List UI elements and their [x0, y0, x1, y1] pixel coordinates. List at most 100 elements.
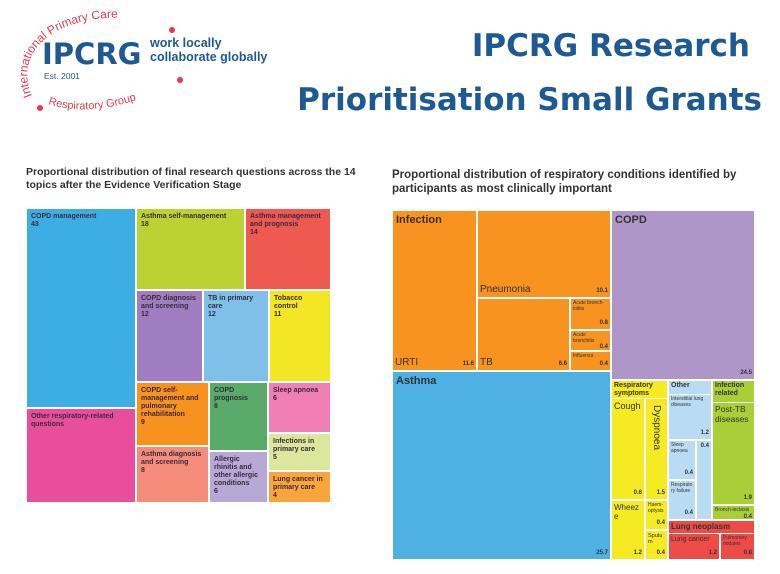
treemap-cell: Haem-optysis 0.4: [645, 500, 668, 530]
cell-label: Bronch-iectasis: [715, 507, 750, 513]
treemap-cell: Lung cancer 1.2: [668, 533, 720, 560]
treemap-cell: Bronch-iectasis 0.4: [712, 505, 755, 520]
treemap-cell: Sleep apnoea 6: [268, 382, 331, 433]
treemap-cell: Sputum 0.4: [645, 530, 668, 560]
cell-value: 1.2: [708, 550, 717, 556]
treemap-cell: COPD management 43: [26, 208, 136, 408]
cell-label: Haem-optysis: [648, 502, 664, 514]
cell-label: Acute bronchitis: [573, 332, 595, 344]
treemap-cell: Pneumonia 10.1: [477, 210, 611, 298]
treemap-cell: Acute bronchitis 0.4: [570, 330, 611, 351]
cell-label: Allergic rhinitis and other allergic con…: [214, 456, 258, 495]
cell-value: 0.4: [684, 510, 693, 516]
cell-label: TB: [480, 357, 493, 368]
cell-label: Lung cancer in primary care 4: [273, 476, 323, 499]
cell-label: Acute bronch-iolitis: [573, 300, 605, 312]
treemap-cell: Dyspnoea 1.5: [645, 398, 668, 500]
cell-label: Respiratory failure: [671, 482, 693, 494]
page-title-line-1: IPCRG Research: [471, 28, 750, 64]
treemap-cell: 0.4: [696, 440, 712, 520]
logo-dot: [37, 105, 43, 111]
treemap-cell: 24.5: [611, 210, 755, 380]
cell-label: COPD self-management and pulmonary rehab…: [141, 387, 199, 426]
cell-label: Pneumonia: [480, 284, 531, 295]
group-label: Asthma: [396, 375, 437, 387]
cell-label: Asthma management and prognosis 14: [250, 213, 321, 236]
treemap-cell: Wheeze 1.2: [611, 500, 645, 560]
group-label: Lung neoplasm: [671, 522, 731, 531]
treemap-cell: TB in primary care 12: [203, 290, 269, 382]
treemap-cell: Interstitial lung diseases 1.2: [668, 394, 712, 440]
cell-value: 1.2: [700, 430, 709, 436]
cell-value: 0.8: [743, 550, 752, 556]
cell-value: 25.7: [596, 550, 608, 556]
cell-label: Other respiratory-related questions: [31, 413, 114, 428]
treemap-cell: 25.7: [392, 371, 611, 560]
cell-label: Tobacco control 11: [274, 295, 303, 318]
cell-value: 6.6: [558, 361, 567, 367]
treemap-cell: Tobacco control 11: [269, 290, 331, 382]
group-label: Other: [671, 382, 690, 389]
cell-label: URTI: [395, 357, 419, 368]
treemap-cell: Sleep apnoea 0.4: [668, 440, 696, 480]
cell-label: COPD management 43: [31, 213, 97, 228]
cell-value: 0.4: [656, 550, 665, 556]
cell-label: Infections in primary care 5: [273, 438, 316, 461]
cell-label: Sputum: [648, 533, 663, 545]
treemap-cell: Acute bronch-iolitis 0.8: [570, 298, 611, 330]
treemap-cell: COPD self-management and pulmonary rehab…: [136, 382, 209, 446]
cell-label: Dyspnoea: [651, 405, 662, 451]
cell-value: 1.2: [633, 550, 642, 556]
group-label: Infection: [396, 214, 442, 226]
group-label: Respiratory symptoms: [614, 382, 653, 397]
ipcrg-logo: International Primary Care Respiratory G…: [0, 0, 300, 120]
treemap-cell: Allergic rhinitis and other allergic con…: [209, 451, 268, 503]
cell-label: COPD prognosis 8: [214, 387, 248, 410]
cell-label: Cough: [614, 401, 641, 411]
cell-value: 0.4: [684, 470, 693, 476]
group-label: Infection related: [715, 382, 745, 397]
cell-value: 0.6: [633, 490, 642, 496]
treemap-cell: COPD diagnosis and screening 12: [136, 290, 203, 382]
cell-label: Sleep apnoea: [671, 442, 688, 454]
treemap-cell: Post-TB diseases 1.9: [712, 402, 755, 505]
cell-value: 11.6: [462, 361, 474, 367]
cell-label: COPD diagnosis and screening 12: [141, 295, 196, 318]
treemap-cell: Infections in primary care 5: [268, 433, 331, 471]
cell-label: Sleep apnoea 6: [273, 387, 319, 402]
logo-dot: [177, 77, 183, 83]
cell-label: Interstitial lung diseases: [671, 396, 704, 408]
cell-value: 24.5: [740, 370, 752, 376]
cell-value: 0.4: [700, 443, 709, 449]
treemap-cell: Respiratory failure 0.4: [668, 480, 696, 520]
treemap-cell: Cough 0.6: [611, 398, 645, 500]
cell-label: Post-TB diseases: [715, 404, 749, 424]
treemap-cell: Lung cancer in primary care 4: [268, 471, 331, 503]
cell-label: Asthma diagnosis and screening 8: [141, 451, 202, 474]
treemap-cell: Asthma self-management 18: [136, 208, 245, 290]
cell-label: Wheeze: [614, 503, 639, 521]
logo-tagline-1: work locally: [149, 36, 222, 50]
right-chart-title: Proportional distribution of respiratory…: [392, 169, 737, 195]
cell-value: 0.8: [599, 320, 608, 326]
treemap-cell: COPD prognosis 8: [209, 382, 268, 451]
treemap-cell: Asthma diagnosis and screening 8: [136, 446, 209, 503]
logo-arc-bottom: Respiratory Group: [47, 91, 137, 112]
left-chart-title: Proportional distribution of final resea…: [26, 166, 356, 191]
cell-value: 10.1: [596, 288, 608, 294]
cell-label: TB in primary care 12: [208, 295, 254, 318]
logo-acronym: IPCRG: [42, 37, 141, 71]
page-title-line-2: Prioritisation Small Grants: [297, 82, 762, 118]
cell-value: 0.4: [599, 344, 608, 350]
treemap-cell: TB 6.6: [477, 298, 570, 371]
logo-tagline-2: collaborate globally: [150, 50, 267, 64]
cell-value: 1.9: [743, 495, 752, 501]
cell-value: 0.4: [743, 513, 752, 520]
logo-established: Est. 2001: [44, 71, 80, 81]
treemap-cell: Other respiratory-related questions: [26, 408, 136, 503]
cell-value: 0.4: [599, 361, 608, 367]
treemap-cell: URTI 11.6: [392, 210, 477, 371]
cell-label: Asthma self-management 18: [141, 213, 227, 228]
cell-value: 1.5: [656, 490, 665, 496]
treemap-cell: Asthma management and prognosis 14: [245, 208, 331, 290]
